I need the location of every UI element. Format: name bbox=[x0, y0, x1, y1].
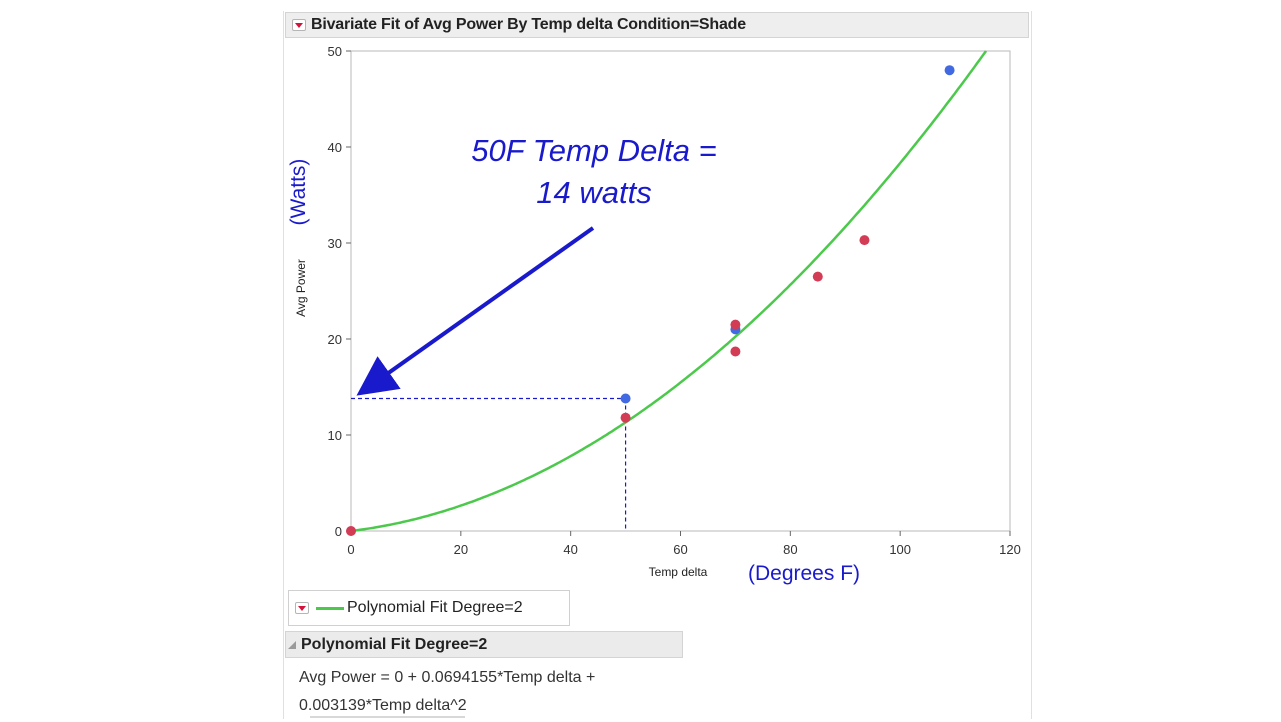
x-tick-label: 60 bbox=[673, 542, 687, 557]
red-triangle-menu-icon[interactable] bbox=[292, 19, 306, 31]
x-tick-label: 20 bbox=[454, 542, 468, 557]
x-tick-label: 0 bbox=[347, 542, 354, 557]
report-frame bbox=[283, 11, 1032, 719]
x-tick-label: 80 bbox=[783, 542, 797, 557]
callout-line-1: 50F Temp Delta = bbox=[471, 133, 717, 168]
blue-data-point[interactable] bbox=[620, 393, 631, 404]
y-axis-label: Avg Power bbox=[294, 259, 308, 317]
equation-scroll-indicator bbox=[310, 716, 465, 718]
fit-section-title: Polynomial Fit Degree=2 bbox=[301, 635, 488, 653]
polynomial-fit-outline-header[interactable]: Polynomial Fit Degree=2 bbox=[285, 631, 683, 658]
fit-equation: Avg Power = 0 + 0.0694155*Temp delta + 0… bbox=[299, 664, 699, 720]
red-data-point[interactable] bbox=[730, 319, 741, 330]
callout-line-2: 14 watts bbox=[536, 175, 651, 210]
y-units-annotation: (Watts) bbox=[287, 159, 310, 226]
legend-line-swatch bbox=[316, 606, 344, 610]
report-title: Bivariate Fit of Avg Power By Temp delta… bbox=[311, 16, 746, 33]
red-data-point[interactable] bbox=[620, 412, 631, 423]
x-axis-label: Temp delta bbox=[649, 565, 708, 579]
plot-area bbox=[350, 50, 1011, 532]
equation-line-1: Avg Power = 0 + 0.0694155*Temp delta + bbox=[299, 669, 596, 686]
bivariate-outline-header[interactable]: Bivariate Fit of Avg Power By Temp delta… bbox=[285, 12, 1029, 38]
axis-ticks: 0 20 40 60 80 100 120 0 10 20 30 40 50 bbox=[328, 44, 1021, 557]
x-tick-label: 120 bbox=[999, 542, 1021, 557]
y-tick-label: 0 bbox=[335, 524, 342, 539]
red-triangle-menu-icon[interactable] bbox=[295, 602, 309, 614]
x-units-annotation: (Degrees F) bbox=[748, 562, 860, 585]
y-tick-label: 10 bbox=[328, 428, 342, 443]
red-data-point[interactable] bbox=[346, 526, 356, 536]
x-tick-label: 40 bbox=[563, 542, 577, 557]
blue-data-point[interactable] bbox=[944, 65, 955, 76]
red-data-point[interactable] bbox=[812, 271, 823, 282]
red-data-point[interactable] bbox=[730, 346, 741, 357]
fit-legend[interactable]: Polynomial Fit Degree=2 bbox=[288, 590, 570, 626]
y-tick-label: 30 bbox=[328, 236, 342, 251]
x-tick-label: 100 bbox=[889, 542, 911, 557]
callout-arrow bbox=[356, 226, 595, 396]
legend-label: Polynomial Fit Degree=2 bbox=[347, 599, 523, 616]
y-tick-label: 40 bbox=[328, 140, 342, 155]
y-tick-label: 20 bbox=[328, 332, 342, 347]
red-data-point[interactable] bbox=[859, 235, 870, 246]
polynomial-fit-curve[interactable] bbox=[350, 50, 988, 533]
equation-line-2: 0.003139*Temp delta^2 bbox=[299, 697, 467, 714]
disclosure-triangle-icon[interactable] bbox=[288, 640, 296, 649]
y-tick-label: 50 bbox=[328, 44, 342, 59]
data-points bbox=[346, 65, 955, 536]
